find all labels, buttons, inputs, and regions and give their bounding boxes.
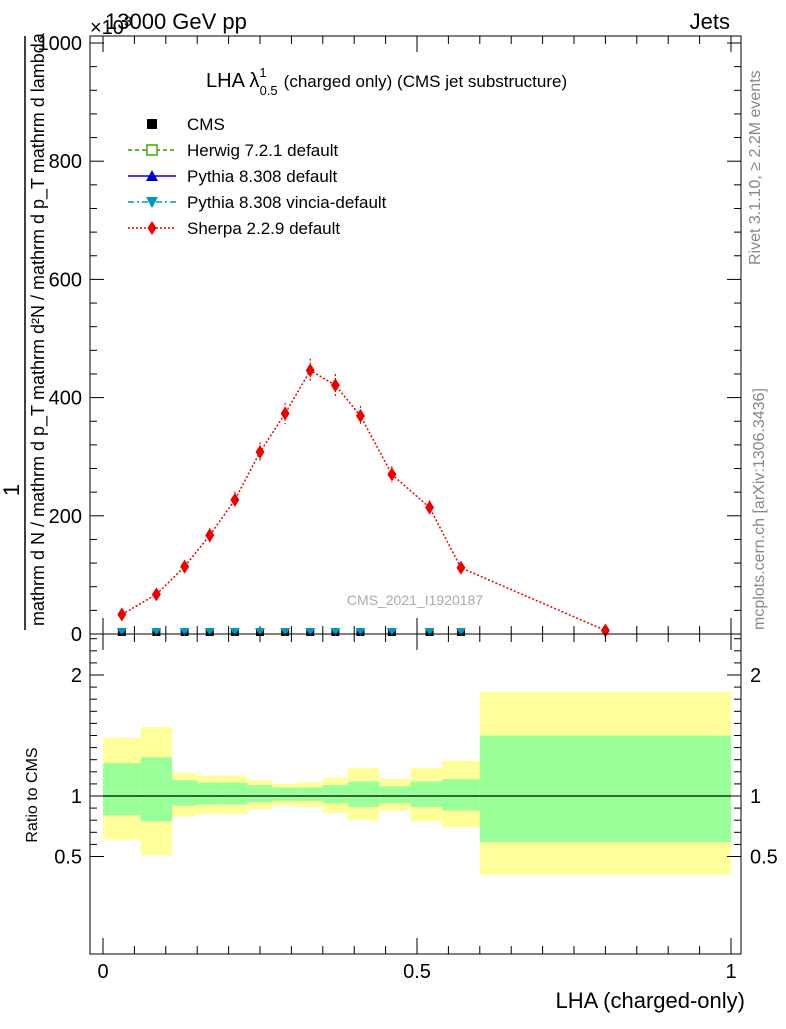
vincia-point xyxy=(386,628,397,636)
ratio-inner-band xyxy=(197,782,223,805)
category-label: Jets xyxy=(690,9,730,34)
legend: CMS Herwig 7.2.1 default Pythia 8.308 defa… xyxy=(128,115,387,238)
ratio-y-tick-label: 2 xyxy=(71,665,82,687)
vincia-point xyxy=(355,628,366,636)
ratio-y-tick-label: 1 xyxy=(71,786,82,808)
vincia-point xyxy=(179,628,190,636)
legend-marker-sherpa xyxy=(147,221,157,235)
ratio-inner-band xyxy=(140,757,173,822)
ratio-y-label: Ratio to CMS xyxy=(24,747,41,842)
vincia-point xyxy=(116,628,127,636)
ratio-inner-band xyxy=(322,785,348,804)
main-data-marks xyxy=(116,358,610,638)
main-title: LHA λ1 0.5 (charged only) (CMS jet substru… xyxy=(206,65,567,98)
sherpa-point xyxy=(305,363,315,378)
main-y-tick-label: 0 xyxy=(71,624,82,646)
main-y-tick-label: 800 xyxy=(49,151,82,173)
sherpa-point xyxy=(280,406,290,421)
y-label-second-factor: mathrm d²N / mathrm d p_T mathrm d lambd… xyxy=(28,32,49,400)
vincia-point xyxy=(455,628,466,636)
vincia-point xyxy=(255,628,265,636)
ratio-inner-band xyxy=(347,781,380,807)
ratio-inner-band xyxy=(379,786,411,804)
rivet-label: Rivet 3.1.10, ≥ 2.2M events xyxy=(747,70,764,265)
legend-label-pythia: Pythia 8.308 default xyxy=(187,167,338,186)
sherpa-point xyxy=(387,467,397,482)
y-exponent-label: ×103 xyxy=(90,13,132,39)
ratio-bands xyxy=(103,691,731,875)
ratio-y-axis: 0.5 0.5 1 1 2 2 xyxy=(54,638,778,869)
analysis-watermark: CMS_2021_I1920187 xyxy=(347,592,483,608)
ratio-x-tick-label: 0 xyxy=(97,961,108,983)
ratio-inner-band xyxy=(272,787,298,801)
energy-label: 13000 GeV pp xyxy=(105,9,247,34)
ratio-inner-band xyxy=(222,782,248,805)
main-y-tick-label: 1000 xyxy=(38,33,83,55)
ratio-y-tick-label: 0.5 xyxy=(54,847,82,869)
y-label-denominator: mathrm d N / mathrm d p_T xyxy=(28,405,49,626)
ratio-x-axis: 0 0.5 1 xyxy=(97,634,737,983)
sherpa-point xyxy=(180,559,190,574)
main-y-tick-label: 400 xyxy=(49,388,82,410)
vincia-point xyxy=(305,628,316,636)
sherpa-point xyxy=(330,378,340,393)
legend-marker-pythia xyxy=(146,170,158,181)
legend-marker-cms xyxy=(147,119,157,129)
sherpa-point xyxy=(205,528,215,543)
sherpa-line xyxy=(121,369,606,632)
sherpa-point xyxy=(255,444,265,459)
legend-label-herwig: Herwig 7.2.1 default xyxy=(187,141,338,160)
main-y-tick-label: 200 xyxy=(49,506,82,528)
ratio-y-tick-label-right: 2 xyxy=(750,665,761,687)
y-label-numerator: 1 xyxy=(0,484,24,496)
legend-label-vincia: Pythia 8.308 vincia-default xyxy=(187,193,387,212)
sherpa-point xyxy=(425,500,435,515)
ratio-inner-band xyxy=(297,787,323,801)
ratio-inner-band xyxy=(479,735,731,842)
legend-marker-vincia xyxy=(146,197,158,208)
sherpa-point xyxy=(117,607,127,622)
ratio-x-tick-label: 1 xyxy=(725,961,736,983)
vincia-point xyxy=(424,628,435,636)
ratio-y-tick-label-right: 0.5 xyxy=(750,847,778,869)
legend-label-sherpa: Sherpa 2.2.9 default xyxy=(187,219,340,238)
x-axis-label: LHA (charged-only) xyxy=(555,988,745,1013)
sherpa-point xyxy=(230,492,240,507)
ratio-y-tick-label-right: 1 xyxy=(750,786,761,808)
ratio-inner-band xyxy=(103,763,141,816)
sherpa-point xyxy=(151,587,161,602)
sherpa-point xyxy=(456,560,466,575)
vincia-point xyxy=(229,628,240,636)
vincia-point xyxy=(151,628,162,636)
vincia-point xyxy=(280,628,291,636)
main-y-tick-label: 600 xyxy=(49,269,82,291)
ratio-inner-band xyxy=(172,780,198,806)
ratio-inner-band xyxy=(410,781,443,807)
main-y-axis-label: 1 mathrm d N / mathrm d p_T mathrm d²N /… xyxy=(0,32,49,630)
legend-marker-herwig xyxy=(146,144,158,156)
mcplots-label: mcplots.cern.ch [arXiv:1306.3436] xyxy=(751,388,768,630)
ratio-panel-frame xyxy=(89,633,742,955)
ratio-inner-band xyxy=(247,785,273,803)
sherpa-point xyxy=(355,408,365,423)
ratio-inner-band xyxy=(442,779,480,811)
vincia-point xyxy=(330,628,341,636)
legend-label-cms: CMS xyxy=(187,115,225,134)
ratio-x-tick-label: 0.5 xyxy=(403,961,431,983)
main-y-axis: 0 200 400 600 800 1000 xyxy=(38,33,741,646)
vincia-point xyxy=(204,628,215,636)
